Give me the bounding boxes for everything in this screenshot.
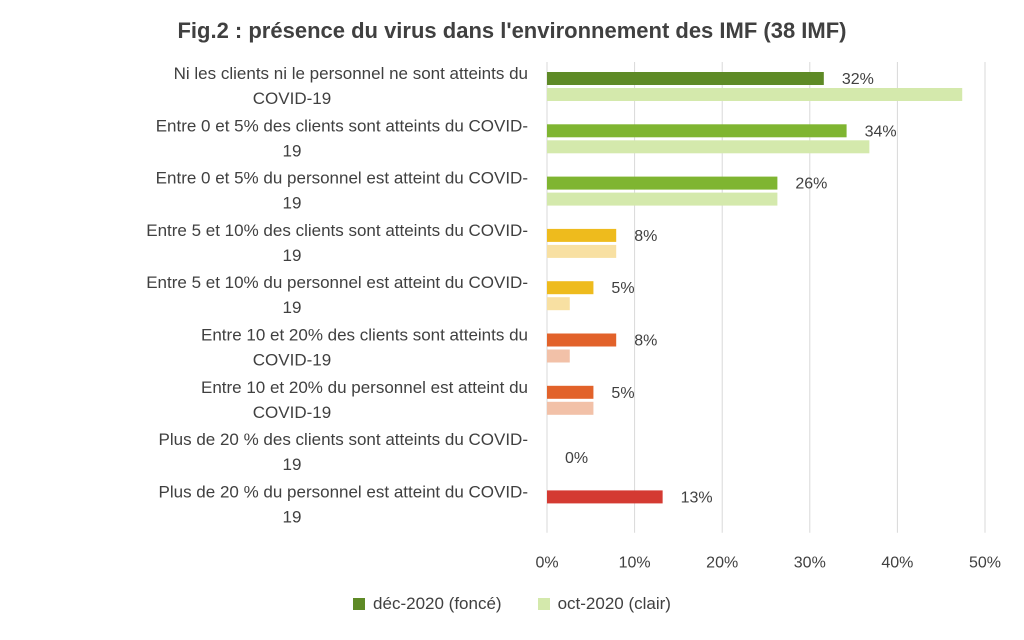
bar-dec-2020 [547,228,617,242]
data-label: 13% [681,489,713,506]
category-label: Entre 5 et 10% du personnel est atteint … [146,273,528,292]
category-label: Ni les clients ni le personnel ne sont a… [174,64,528,83]
x-tick-label: 40% [881,555,913,572]
data-label: 5% [611,280,634,297]
x-tick-label: 20% [706,555,738,572]
legend-item-dec-2020: déc-2020 (foncé) [353,594,502,614]
data-label: 0% [565,450,588,467]
bar-dec-2020 [547,385,594,399]
category-label: Plus de 20 % du personnel est atteint du… [159,482,528,501]
category-label: Entre 0 et 5% des clients sont atteints … [156,116,528,135]
category-label-line2: 19 [283,246,302,265]
data-label: 26% [795,176,827,193]
category-label-line2: 19 [283,455,302,474]
x-tick-label: 30% [794,555,826,572]
legend-label-dec-2020: déc-2020 (foncé) [373,594,502,613]
data-label: 32% [842,71,874,88]
x-tick-label: 0% [535,555,558,572]
bar-dec-2020 [547,72,824,85]
category-label: Entre 10 et 20% des clients sont atteint… [201,326,528,345]
category-label: Plus de 20 % des clients sont atteints d… [159,430,528,449]
bar-oct-2020 [547,140,870,154]
data-label: 8% [634,333,657,350]
x-tick-label: 50% [969,555,1001,572]
category-label: Entre 5 et 10% des clients sont atteints… [146,221,528,240]
category-label-line2: COVID-19 [253,351,331,370]
bar-dec-2020 [547,176,778,190]
chart-title: Fig.2 : présence du virus dans l'environ… [177,18,847,43]
data-label: 34% [865,123,897,140]
bar-oct-2020 [547,192,778,206]
bar-dec-2020 [547,333,617,347]
bar-oct-2020 [547,244,617,258]
category-label-line2: 19 [283,194,302,213]
category-label-line2: 19 [283,298,302,317]
bar-oct-2020 [547,297,570,311]
legend-swatch-dark [353,598,366,610]
category-label-line2: COVID-19 [253,89,331,108]
category-label-line2: COVID-19 [253,403,331,422]
bar-dec-2020 [547,124,847,138]
legend-label-oct-2020: oct-2020 (clair) [557,594,671,613]
bar-dec-2020 [547,281,594,295]
x-tick-label: 10% [619,555,651,572]
bar-oct-2020 [547,401,594,415]
category-label-line2: 19 [283,141,302,160]
legend-swatch-light [537,598,550,610]
bar-oct-2020 [547,88,963,101]
legend: déc-2020 (foncé) oct-2020 (clair) [0,594,1024,614]
legend-item-oct-2020: oct-2020 (clair) [537,594,671,614]
bar-oct-2020 [547,349,570,363]
category-label: Entre 10 et 20% du personnel est atteint… [201,378,528,397]
category-label-line2: 19 [283,507,302,526]
category-label: Entre 0 et 5% du personnel est atteint d… [156,169,528,188]
data-label: 5% [611,385,634,402]
bar-dec-2020 [547,490,663,504]
data-label: 8% [634,228,657,245]
